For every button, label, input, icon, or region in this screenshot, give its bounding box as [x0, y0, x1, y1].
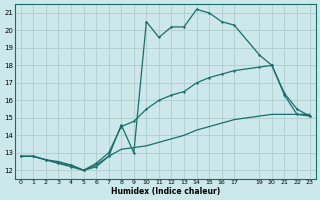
X-axis label: Humidex (Indice chaleur): Humidex (Indice chaleur)	[111, 187, 220, 196]
